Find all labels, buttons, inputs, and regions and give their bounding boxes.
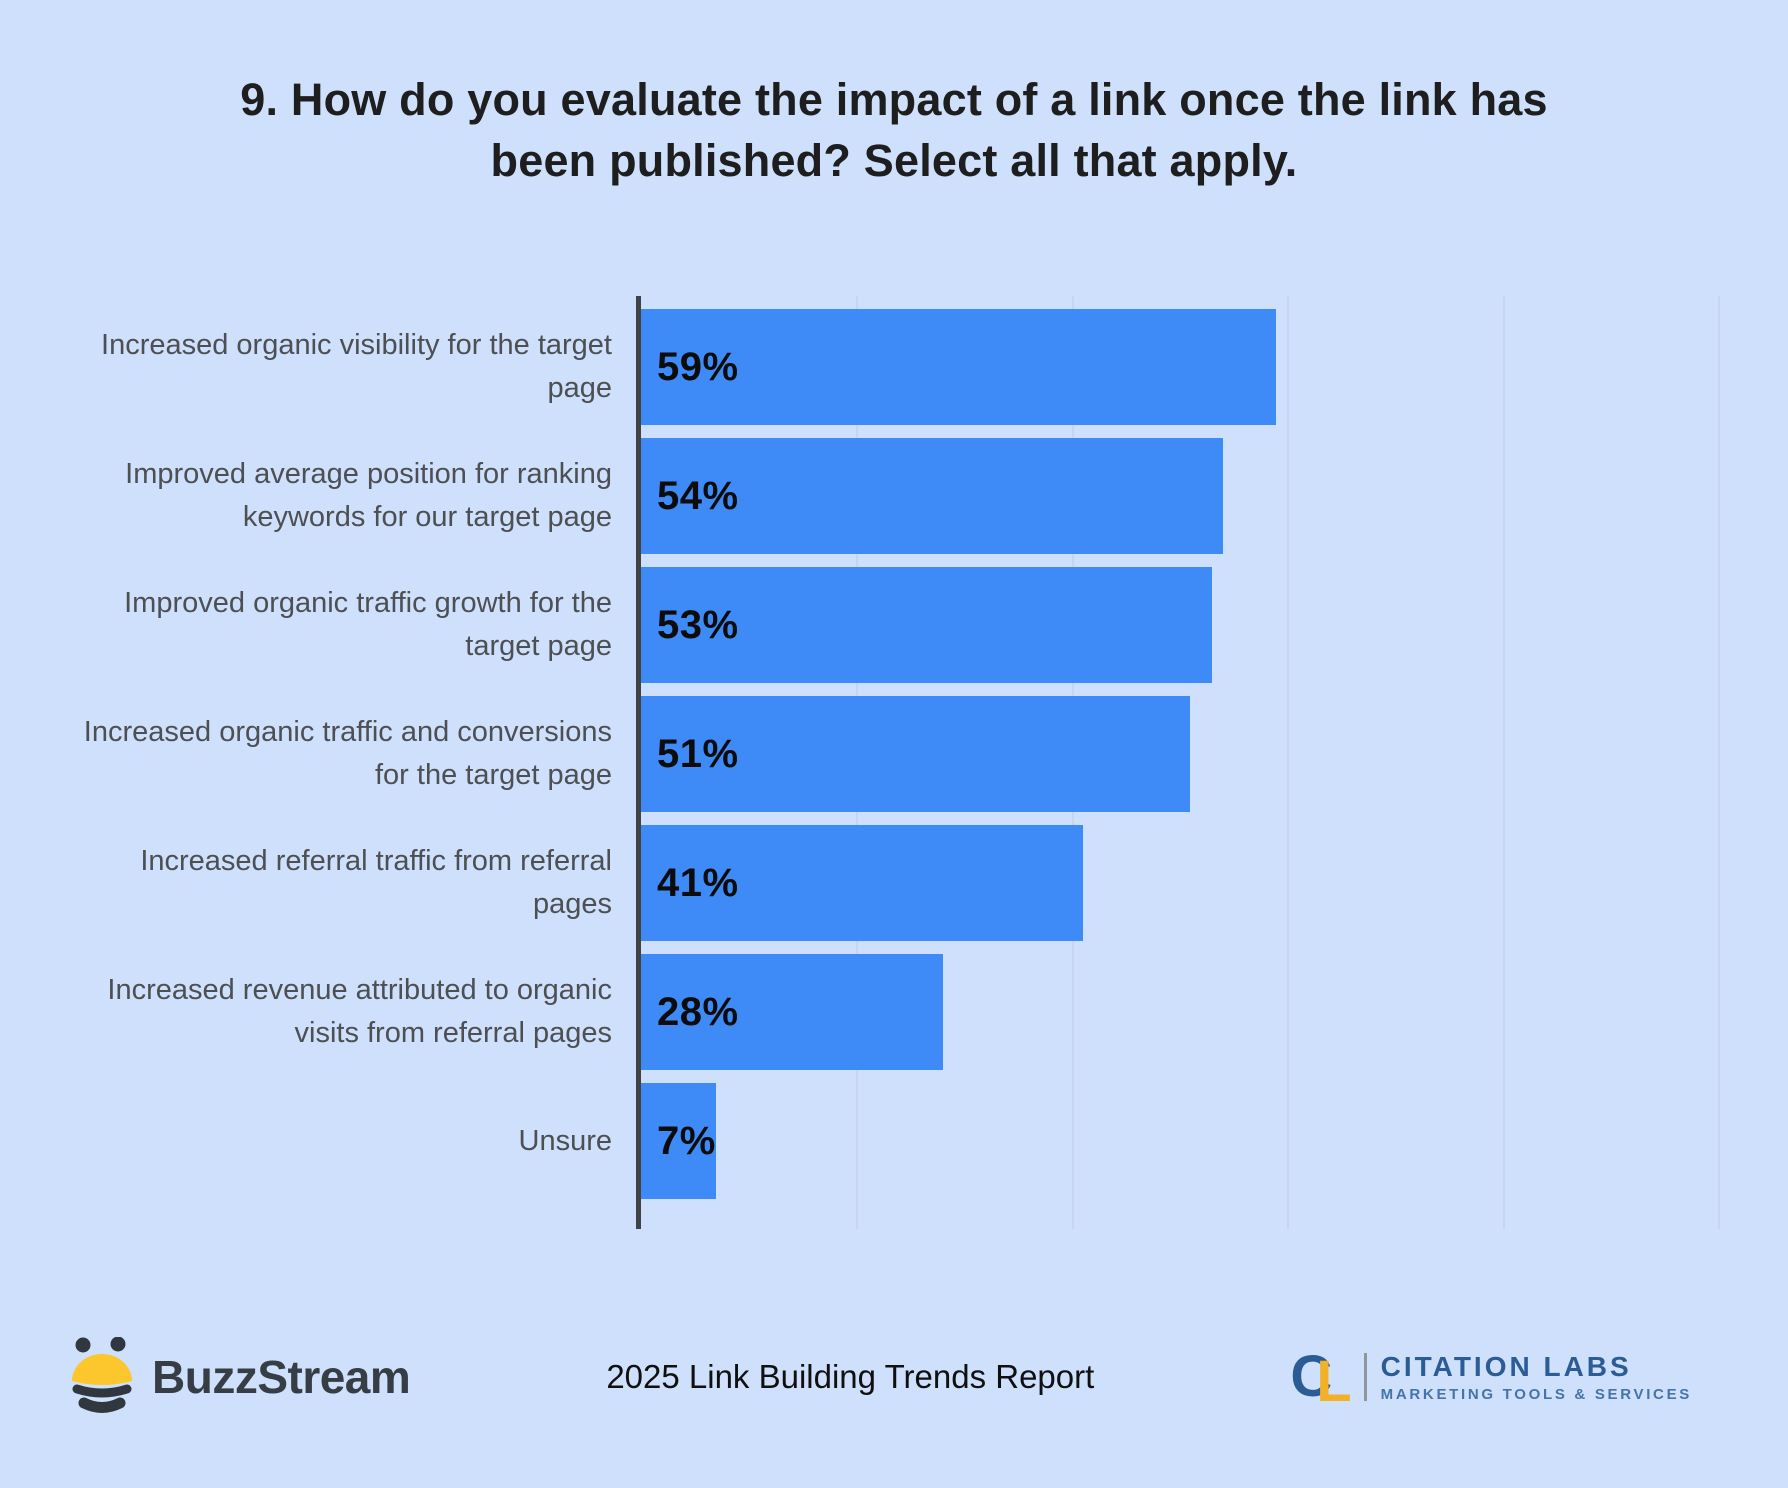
plot-area: 59% 54% 53% 51% 41% 28% 7% xyxy=(636,296,1788,1229)
bar: 7% xyxy=(641,1083,716,1199)
bar-value-label: 28% xyxy=(657,989,739,1034)
footer: BuzzStream 2025 Link Building Trends Rep… xyxy=(70,1318,1692,1436)
bar-value-label: 54% xyxy=(657,473,739,518)
page-title-line2: been published? Select all that apply. xyxy=(490,134,1298,186)
category-label: Unsure xyxy=(518,1124,613,1157)
bar-value-label: 53% xyxy=(657,602,739,647)
bar-value-label: 41% xyxy=(657,860,739,905)
category-labels-column: Increased organic visibility for the tar… xyxy=(60,296,636,1229)
citation-labs-monogram-l: L xyxy=(1316,1349,1352,1414)
category-label: Improved organic traffic growth for the … xyxy=(124,587,612,662)
category-label: Increased organic traffic and conversion… xyxy=(83,716,612,791)
bar-value-label: 7% xyxy=(657,1118,716,1163)
bar-row: 7% xyxy=(641,1083,1788,1199)
bar-row: 59% xyxy=(641,309,1788,425)
citation-labs-monogram: C L xyxy=(1290,1344,1351,1411)
bar-chart: Increased organic visibility for the tar… xyxy=(60,296,1788,1229)
bar-value-label: 59% xyxy=(657,344,739,389)
page-title-line1: 9. How do you evaluate the impact of a l… xyxy=(240,74,1548,125)
bar-row: 28% xyxy=(641,954,1788,1070)
category-label: Increased referral traffic from referral… xyxy=(140,845,612,920)
report-title: 2025 Link Building Trends Report xyxy=(606,1358,1095,1395)
bar: 51% xyxy=(641,696,1190,812)
category-label: Increased revenue attributed to organic … xyxy=(107,974,612,1049)
bar: 59% xyxy=(641,309,1276,425)
bar-row: 53% xyxy=(641,567,1788,683)
bar: 41% xyxy=(641,825,1083,941)
bar-row: 51% xyxy=(641,696,1788,812)
infographic: 9. How do you evaluate the impact of a l… xyxy=(0,0,1788,1413)
gridline xyxy=(1503,296,1505,1229)
buzzstream-wordmark: BuzzStream xyxy=(152,1351,411,1403)
page-title: 9. How do you evaluate the impact of a l… xyxy=(0,0,1788,192)
bar: 54% xyxy=(641,438,1223,554)
bar: 28% xyxy=(641,954,943,1070)
citation-labs-logo: C L CITATION LABS MARKETING TOOLS & SERV… xyxy=(1290,1344,1692,1411)
citation-labs-monogram-c: C xyxy=(1290,1344,1333,1409)
citation-labs-divider xyxy=(1363,1353,1367,1401)
category-label: Increased organic visibility for the tar… xyxy=(101,329,612,404)
citation-labs-tagline: MARKETING TOOLS & SERVICES xyxy=(1380,1386,1692,1403)
gridline xyxy=(1718,296,1720,1229)
bar: 53% xyxy=(641,567,1212,683)
bar-value-label: 51% xyxy=(657,731,739,776)
citation-labs-text: CITATION LABS MARKETING TOOLS & SERVICES xyxy=(1381,1351,1692,1403)
bar-row: 41% xyxy=(641,825,1788,941)
citation-labs-name: CITATION LABS xyxy=(1380,1351,1632,1382)
buzzstream-bee-icon xyxy=(72,1337,132,1413)
bar-row: 54% xyxy=(641,438,1788,554)
buzzstream-logo: BuzzStream xyxy=(70,1337,411,1417)
category-label: Improved average position for ranking ke… xyxy=(125,458,612,533)
gridline xyxy=(1287,296,1289,1229)
